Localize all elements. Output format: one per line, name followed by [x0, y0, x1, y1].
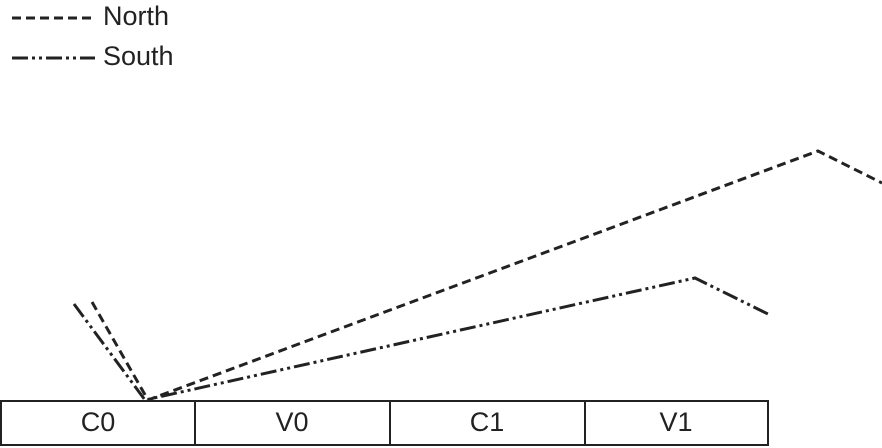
segment-box: [584, 400, 769, 446]
legend-label: North: [103, 1, 169, 31]
segment-box: [194, 400, 391, 446]
segment-label: V1: [659, 407, 692, 437]
segment-label: C0: [81, 407, 116, 437]
legend: North South: [12, 1, 174, 71]
segment-label: V0: [275, 407, 308, 437]
south-line: [72, 276, 771, 402]
segment-box: [389, 400, 586, 446]
legend-label: South: [103, 41, 174, 71]
segment-bar: C0 V0 C1 V1: [0, 400, 769, 446]
segment-label: C1: [470, 407, 505, 437]
north-line: [90, 149, 882, 402]
